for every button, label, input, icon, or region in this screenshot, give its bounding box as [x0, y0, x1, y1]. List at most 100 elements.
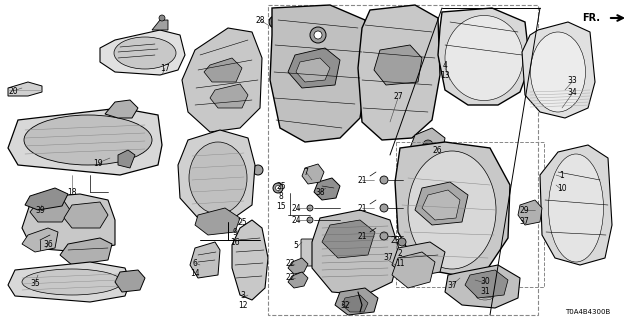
- Circle shape: [273, 183, 283, 193]
- Ellipse shape: [531, 32, 586, 112]
- Text: 22: 22: [285, 260, 295, 268]
- Ellipse shape: [189, 142, 247, 214]
- Polygon shape: [105, 100, 138, 118]
- Ellipse shape: [114, 37, 176, 69]
- Text: 2: 2: [397, 249, 403, 258]
- Text: 26: 26: [432, 146, 442, 155]
- Polygon shape: [415, 182, 468, 225]
- Circle shape: [423, 140, 433, 150]
- Circle shape: [307, 217, 313, 223]
- Text: 18: 18: [67, 188, 77, 196]
- Text: 24: 24: [291, 215, 301, 225]
- Ellipse shape: [445, 15, 523, 100]
- Ellipse shape: [408, 151, 496, 269]
- Text: 34: 34: [567, 87, 577, 97]
- Text: 17: 17: [160, 63, 170, 73]
- Text: 13: 13: [440, 70, 450, 79]
- Polygon shape: [314, 178, 340, 200]
- Polygon shape: [22, 228, 58, 252]
- Polygon shape: [30, 198, 70, 222]
- Polygon shape: [518, 200, 542, 225]
- Text: 31: 31: [480, 287, 490, 297]
- Bar: [268, 5, 538, 315]
- Circle shape: [275, 186, 280, 190]
- Polygon shape: [302, 164, 324, 184]
- Text: 8: 8: [278, 191, 284, 201]
- Polygon shape: [438, 8, 530, 105]
- Text: 25: 25: [237, 218, 247, 227]
- Bar: [396, 142, 544, 287]
- Polygon shape: [288, 48, 340, 88]
- Polygon shape: [410, 128, 445, 158]
- Polygon shape: [25, 188, 68, 210]
- Polygon shape: [288, 258, 308, 274]
- Text: 3: 3: [241, 291, 245, 300]
- Text: 20: 20: [8, 86, 18, 95]
- Polygon shape: [100, 30, 185, 75]
- Text: 15: 15: [276, 202, 286, 211]
- Text: 21: 21: [357, 204, 367, 212]
- Text: 9: 9: [232, 228, 237, 236]
- Polygon shape: [190, 242, 220, 278]
- Polygon shape: [312, 210, 400, 295]
- Polygon shape: [288, 272, 308, 288]
- Circle shape: [398, 238, 406, 246]
- Text: 39: 39: [35, 205, 45, 214]
- Text: 30: 30: [480, 277, 490, 286]
- Text: 4: 4: [443, 60, 447, 69]
- Text: 36: 36: [43, 239, 53, 249]
- Polygon shape: [392, 242, 445, 278]
- Text: 12: 12: [238, 300, 248, 309]
- Polygon shape: [60, 238, 112, 265]
- Polygon shape: [322, 220, 375, 258]
- Polygon shape: [342, 295, 368, 312]
- Text: T0A4B4300B: T0A4B4300B: [564, 309, 610, 315]
- Polygon shape: [22, 194, 115, 252]
- Polygon shape: [8, 108, 162, 175]
- Polygon shape: [392, 252, 435, 288]
- Text: 28: 28: [255, 15, 265, 25]
- Text: 27: 27: [393, 92, 403, 100]
- Text: 37: 37: [519, 217, 529, 226]
- Text: 25: 25: [276, 181, 286, 190]
- Text: 22: 22: [285, 274, 295, 283]
- Text: 7: 7: [303, 167, 308, 177]
- Polygon shape: [374, 45, 422, 85]
- Text: 24: 24: [291, 204, 301, 212]
- Circle shape: [314, 31, 322, 39]
- Text: 35: 35: [30, 278, 40, 287]
- Text: 33: 33: [567, 76, 577, 84]
- Polygon shape: [64, 202, 108, 228]
- Polygon shape: [465, 270, 508, 298]
- Polygon shape: [540, 145, 612, 265]
- FancyBboxPatch shape: [301, 239, 313, 266]
- Polygon shape: [152, 20, 168, 30]
- Text: 21: 21: [357, 175, 367, 185]
- Circle shape: [269, 16, 281, 28]
- Polygon shape: [335, 288, 378, 315]
- Text: 11: 11: [396, 259, 404, 268]
- Circle shape: [380, 176, 388, 184]
- Ellipse shape: [548, 154, 604, 262]
- Circle shape: [423, 147, 429, 153]
- Polygon shape: [115, 270, 145, 292]
- Text: 5: 5: [294, 241, 298, 250]
- Text: 38: 38: [315, 188, 325, 196]
- Text: 16: 16: [230, 237, 240, 246]
- Circle shape: [380, 232, 388, 240]
- Text: 37: 37: [447, 281, 457, 290]
- Polygon shape: [118, 150, 135, 168]
- Text: 23: 23: [390, 236, 400, 244]
- Polygon shape: [296, 58, 330, 82]
- Polygon shape: [422, 190, 460, 220]
- Text: 32: 32: [340, 300, 350, 309]
- Text: 21: 21: [357, 231, 367, 241]
- Circle shape: [380, 204, 388, 212]
- Polygon shape: [232, 220, 268, 300]
- Circle shape: [420, 144, 432, 156]
- Polygon shape: [358, 5, 440, 140]
- Text: 1: 1: [559, 171, 564, 180]
- Text: 14: 14: [190, 268, 200, 277]
- Ellipse shape: [22, 269, 122, 295]
- Polygon shape: [8, 82, 42, 96]
